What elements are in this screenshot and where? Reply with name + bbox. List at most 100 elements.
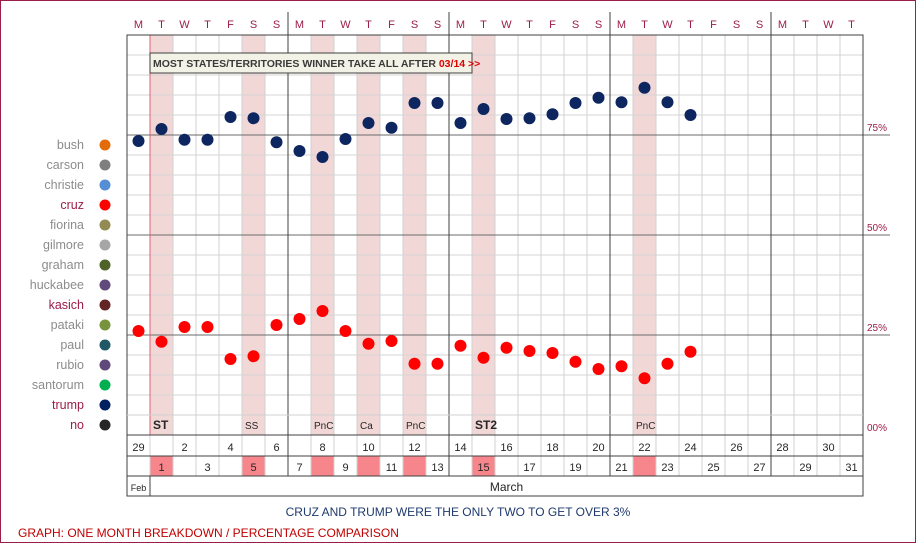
- highlight-date-cell: [311, 456, 334, 476]
- data-point-trump: [316, 151, 329, 163]
- event-label: PnC: [636, 421, 655, 432]
- legend-label-trump: trump: [52, 398, 84, 412]
- data-point-cruz: [408, 357, 421, 370]
- weekday-label: S: [572, 19, 579, 31]
- weekday-label: M: [134, 19, 143, 31]
- data-point-trump: [132, 135, 145, 147]
- date-label: 9: [342, 462, 348, 474]
- date-label: 2: [181, 442, 187, 454]
- event-label: SS: [245, 421, 259, 432]
- data-point-cruz: [546, 347, 559, 359]
- date-label: 3: [204, 462, 210, 474]
- highlight-date-cell: [472, 456, 495, 476]
- data-point-cruz: [477, 351, 490, 364]
- legend-label-christie: christie: [44, 178, 84, 192]
- event-label: PnC: [406, 421, 425, 432]
- data-point-trump: [408, 97, 421, 109]
- legend-marker-rubio: [99, 359, 111, 371]
- weekday-label: S: [756, 19, 763, 31]
- data-point-trump: [155, 123, 168, 135]
- date-label: 4: [227, 442, 233, 454]
- data-point-cruz: [638, 372, 651, 385]
- data-point-cruz: [592, 363, 605, 375]
- data-point-cruz: [339, 325, 352, 337]
- data-point-cruz: [132, 325, 145, 337]
- date-label: 1: [158, 462, 164, 474]
- legend-label-huckabee: huckabee: [30, 278, 84, 292]
- data-point-cruz: [431, 357, 444, 370]
- date-label: 19: [569, 462, 581, 474]
- legend-label-paul: paul: [60, 338, 84, 352]
- legend-label-graham: graham: [42, 258, 84, 272]
- y-tick-label: 00%: [867, 423, 887, 434]
- data-point-cruz: [362, 337, 375, 350]
- weekday-label: W: [179, 19, 190, 31]
- date-label: 18: [546, 442, 558, 454]
- weekday-label: M: [617, 19, 626, 31]
- legend-marker-no: [99, 419, 111, 431]
- date-label: 25: [707, 462, 719, 474]
- weekday-label: W: [501, 19, 512, 31]
- weekday-label: T: [526, 19, 533, 31]
- weekday-label: T: [848, 19, 855, 31]
- data-point-trump: [684, 109, 697, 121]
- event-label: Ca: [360, 421, 373, 432]
- data-point-cruz: [316, 305, 329, 317]
- weekday-label: M: [456, 19, 465, 31]
- weekday-label: F: [388, 19, 395, 31]
- weekday-label: F: [549, 19, 556, 31]
- weekday-label: W: [823, 19, 834, 31]
- weekday-label: S: [595, 19, 602, 31]
- data-point-cruz: [661, 357, 674, 370]
- date-label: 16: [500, 442, 512, 454]
- weekday-label: T: [802, 19, 809, 31]
- legend-marker-trump: [99, 399, 111, 411]
- highlight-date-cell: [242, 456, 265, 476]
- date-label: 31: [845, 462, 857, 474]
- date-label: 12: [408, 442, 420, 454]
- data-point-trump: [178, 133, 191, 146]
- y-tick-label: 75%: [867, 123, 887, 134]
- data-point-cruz: [385, 335, 398, 347]
- legend-marker-bush: [99, 139, 111, 151]
- date-label: 10: [362, 442, 374, 454]
- legend-marker-gilmore: [99, 239, 111, 251]
- weekday-label: S: [411, 19, 418, 31]
- annotation-text: MOST STATES/TERRITORIES WINNER TAKE ALL …: [153, 58, 480, 70]
- data-point-trump: [247, 112, 260, 125]
- y-tick-label: 50%: [867, 223, 887, 234]
- weekday-label: F: [710, 19, 717, 31]
- month-label: March: [490, 480, 523, 494]
- weekday-label: M: [295, 19, 304, 31]
- event-label: PnC: [314, 421, 333, 432]
- legend-marker-huckabee: [99, 279, 111, 291]
- weekday-label: F: [227, 19, 234, 31]
- highlight-date-cell: [403, 456, 426, 476]
- date-label: 21: [615, 462, 627, 474]
- date-label: 7: [296, 462, 302, 474]
- data-point-trump: [201, 133, 214, 146]
- date-label: 24: [684, 442, 696, 454]
- date-label: 30: [822, 442, 834, 454]
- date-label: 26: [730, 442, 742, 454]
- legend-label-gilmore: gilmore: [43, 238, 84, 252]
- event-label: ST2: [475, 418, 497, 432]
- data-point-trump: [500, 113, 513, 125]
- date-label: 28: [776, 442, 788, 454]
- legend-label-bush: bush: [57, 138, 84, 152]
- date-label: 6: [273, 442, 279, 454]
- data-point-cruz: [155, 335, 168, 348]
- month-label: Feb: [131, 483, 147, 493]
- legend-marker-cruz: [99, 199, 111, 211]
- highlight-date-cell: [150, 456, 173, 476]
- data-point-cruz: [293, 313, 306, 325]
- data-point-trump: [224, 111, 237, 123]
- plot-border: [126, 34, 864, 497]
- weekday-label: S: [434, 19, 441, 31]
- date-label: 15: [477, 462, 489, 474]
- weekday-label: T: [204, 19, 211, 31]
- weekday-label: T: [319, 19, 326, 31]
- highlight-date-cell: [633, 456, 656, 476]
- date-label: 20: [592, 442, 604, 454]
